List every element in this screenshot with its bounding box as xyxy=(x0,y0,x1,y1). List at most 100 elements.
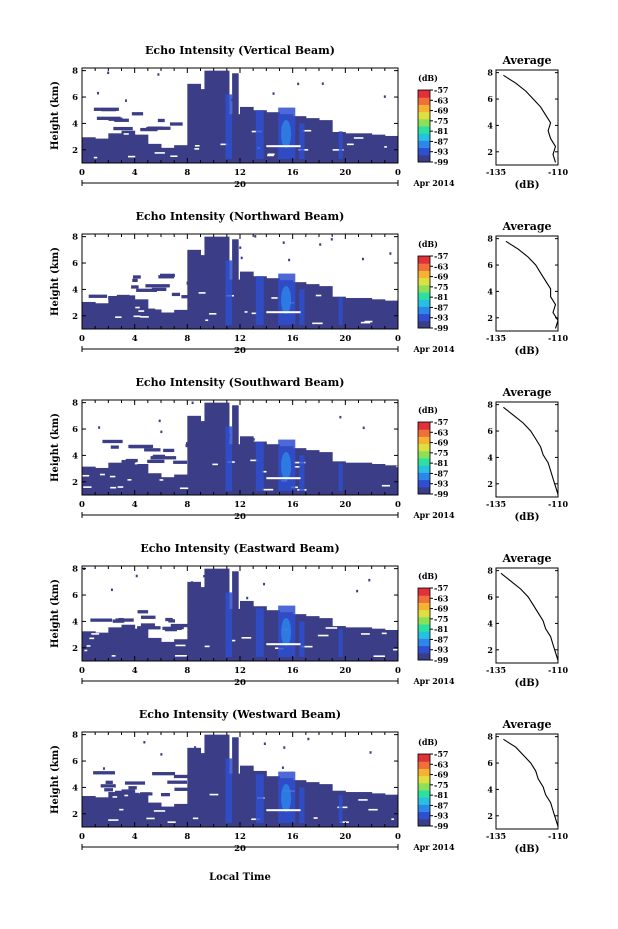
echo-cell xyxy=(168,619,176,623)
average-y-tick-label: 8 xyxy=(487,234,493,244)
echo-cell xyxy=(90,618,113,622)
colorbar-swatch xyxy=(418,111,430,120)
colorbar-unit: (dB) xyxy=(418,73,438,83)
echo-gap xyxy=(123,133,129,135)
colorbar-tick-label: -75 xyxy=(434,614,448,624)
echo-gap xyxy=(82,474,90,477)
colorbar-swatch xyxy=(418,299,430,307)
echo-cell xyxy=(147,308,162,329)
echo-cell xyxy=(190,606,213,610)
colorbar-swatch xyxy=(418,616,430,625)
colorbar-unit: (dB) xyxy=(418,571,438,581)
colorbar-swatch xyxy=(418,602,430,611)
average-y-tick-label: 2 xyxy=(487,811,493,821)
echo-cell xyxy=(246,596,249,600)
colorbar-tick-label: -63 xyxy=(434,95,449,105)
echo-gap xyxy=(361,633,370,635)
x-tick-label: 8 xyxy=(184,666,190,676)
colorbar-swatch xyxy=(418,277,430,286)
echo-cell xyxy=(112,619,125,623)
average-title: Average xyxy=(501,386,551,399)
x-tick-label: 12 xyxy=(234,832,246,842)
echo-gap xyxy=(179,487,189,490)
echo-cell xyxy=(174,309,188,329)
echo-cell xyxy=(266,610,280,661)
echo-cell xyxy=(108,297,122,329)
y-tick-label: 2 xyxy=(72,312,78,322)
echo-cell xyxy=(305,118,320,163)
average-y-tick-label: 2 xyxy=(487,645,493,655)
echo-gap xyxy=(391,818,395,821)
average-profile: Average 2 4 6 8 -135 -110 (dB) xyxy=(486,54,568,191)
echo-cell xyxy=(161,641,175,661)
echo-cell xyxy=(319,784,333,827)
echo-gap xyxy=(111,655,116,657)
y-tick-label: 2 xyxy=(72,146,78,156)
y-tick-label: 4 xyxy=(72,451,78,461)
average-line xyxy=(500,572,559,661)
x-tick-label: 0 xyxy=(395,832,401,842)
echo-cell xyxy=(240,271,254,329)
colorbar-swatch xyxy=(418,133,430,141)
echo-cell xyxy=(108,133,122,163)
date-label: Apr 2014 xyxy=(412,842,455,852)
average-y-tick-label: 8 xyxy=(487,566,493,576)
day-label: 20 xyxy=(234,180,246,190)
x-tick-label: 20 xyxy=(339,832,351,842)
colorbar-swatch xyxy=(418,422,430,430)
chart-title: Echo Intensity (Eastward Beam) xyxy=(140,542,339,555)
bright-band-gap xyxy=(266,145,301,148)
average-y-tick-label: 8 xyxy=(487,68,493,78)
echo-cell xyxy=(389,252,392,255)
average-y-tick-label: 4 xyxy=(487,452,493,462)
echo-cell xyxy=(174,639,188,661)
colorbar-unit: (dB) xyxy=(418,737,438,747)
colorbar-swatch xyxy=(418,256,430,264)
echo-cell xyxy=(93,771,115,775)
y-tick-label: 2 xyxy=(72,478,78,488)
echo-cell xyxy=(157,118,165,123)
echo-cell xyxy=(384,794,399,827)
average-line xyxy=(503,738,559,827)
x-tick-label: 4 xyxy=(132,500,138,510)
echo-cell xyxy=(368,578,371,582)
echo-cell xyxy=(162,626,184,630)
colorbar-swatch xyxy=(418,126,430,134)
echo-cell xyxy=(160,430,163,434)
echo-cell xyxy=(98,426,101,429)
echo-cell xyxy=(132,278,138,283)
x-tick-label: 0 xyxy=(79,500,85,510)
colorbar-tick-label: -69 xyxy=(434,604,449,614)
colorbar-swatch xyxy=(418,429,430,437)
echo-gap xyxy=(340,821,349,823)
echo-core xyxy=(255,608,264,658)
echo-cell xyxy=(108,627,122,661)
average-profile: Average 2 4 6 8 -135 -110 (dB) xyxy=(486,220,568,357)
average-title: Average xyxy=(501,220,551,233)
echo-cell xyxy=(371,463,386,495)
echo-cell xyxy=(108,462,122,495)
x-tick-label: 8 xyxy=(184,832,190,842)
echo-cell xyxy=(116,294,130,299)
echo-cell xyxy=(88,294,108,298)
echo-cell xyxy=(371,134,386,163)
colorbar-unit: (dB) xyxy=(418,405,438,415)
echo-gap xyxy=(154,295,164,297)
average-y-tick-label: 6 xyxy=(487,260,493,270)
echo-cell xyxy=(82,466,96,495)
colorbar-swatch xyxy=(418,818,430,827)
average-y-tick-label: 2 xyxy=(487,479,493,489)
echo-cell xyxy=(266,278,280,329)
echo-gap xyxy=(109,475,116,478)
average-frame xyxy=(495,567,559,664)
echo-cell xyxy=(330,238,333,241)
echo-cell xyxy=(161,147,175,163)
colorbar-swatch xyxy=(418,486,430,495)
echo-cell xyxy=(121,624,136,661)
echo-cell xyxy=(221,436,224,440)
echo-gap xyxy=(381,484,390,487)
colorbar-swatch xyxy=(418,631,430,639)
echo-cell xyxy=(110,588,113,592)
echo-cell xyxy=(95,138,109,163)
echo-gap xyxy=(241,637,252,639)
